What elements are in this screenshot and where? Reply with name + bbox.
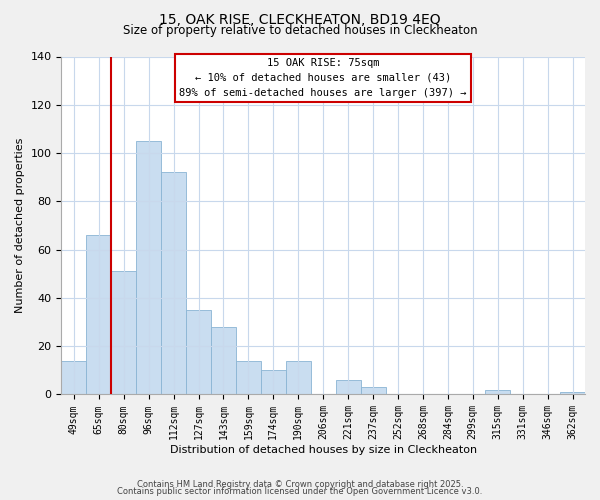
Text: Size of property relative to detached houses in Cleckheaton: Size of property relative to detached ho… xyxy=(122,24,478,37)
Bar xyxy=(86,235,111,394)
Bar xyxy=(560,392,585,394)
Text: 15 OAK RISE: 75sqm
← 10% of detached houses are smaller (43)
89% of semi-detache: 15 OAK RISE: 75sqm ← 10% of detached hou… xyxy=(179,58,467,98)
X-axis label: Distribution of detached houses by size in Cleckheaton: Distribution of detached houses by size … xyxy=(170,445,477,455)
Bar xyxy=(186,310,211,394)
Bar xyxy=(261,370,286,394)
Bar xyxy=(211,327,236,394)
Bar xyxy=(236,360,261,394)
Bar xyxy=(161,172,186,394)
Text: Contains public sector information licensed under the Open Government Licence v3: Contains public sector information licen… xyxy=(118,487,482,496)
Bar xyxy=(111,272,136,394)
Bar xyxy=(361,387,386,394)
Text: 15, OAK RISE, CLECKHEATON, BD19 4EQ: 15, OAK RISE, CLECKHEATON, BD19 4EQ xyxy=(159,12,441,26)
Bar xyxy=(485,390,510,394)
Bar xyxy=(286,360,311,394)
Y-axis label: Number of detached properties: Number of detached properties xyxy=(15,138,25,313)
Text: Contains HM Land Registry data © Crown copyright and database right 2025.: Contains HM Land Registry data © Crown c… xyxy=(137,480,463,489)
Bar xyxy=(61,360,86,394)
Bar xyxy=(335,380,361,394)
Bar xyxy=(136,141,161,395)
